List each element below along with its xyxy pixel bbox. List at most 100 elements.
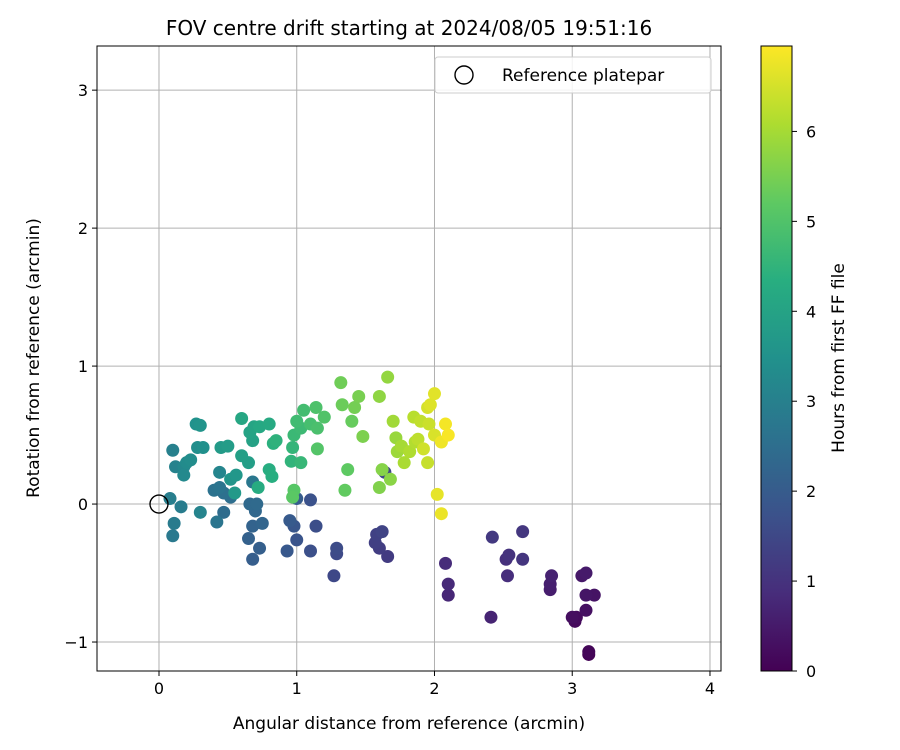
legend-marker-circle-icon bbox=[454, 65, 474, 85]
scatter-point bbox=[250, 497, 264, 511]
scatter-point bbox=[338, 483, 352, 497]
colorbar-tick-label: 6 bbox=[806, 122, 816, 141]
scatter-point bbox=[177, 468, 191, 482]
scatter-point bbox=[579, 566, 593, 580]
scatter-point bbox=[345, 414, 359, 428]
scatter-point bbox=[228, 486, 242, 500]
scatter-point bbox=[193, 505, 207, 519]
scatter-point bbox=[439, 417, 453, 431]
scatter-point bbox=[283, 514, 297, 528]
colorbar-tick-label: 3 bbox=[806, 392, 816, 411]
x-axis-label: Angular distance from reference (arcmin) bbox=[233, 714, 585, 734]
scatter-point bbox=[297, 403, 311, 417]
legend-box bbox=[434, 56, 712, 94]
scatter-point bbox=[330, 541, 344, 555]
scatter-point bbox=[416, 442, 430, 456]
scatter-point bbox=[500, 569, 514, 583]
scatter-point bbox=[327, 569, 341, 583]
scatter-point bbox=[484, 610, 498, 624]
x-tick-label: 3 bbox=[567, 679, 577, 698]
y-axis-label: Rotation from reference (arcmin) bbox=[24, 218, 44, 498]
scatter-point bbox=[265, 469, 279, 483]
scatter-point bbox=[286, 490, 300, 504]
colorbar-tick-label: 1 bbox=[806, 572, 816, 591]
scatter-point bbox=[372, 481, 386, 495]
scatter-point bbox=[290, 414, 304, 428]
legend-entry-reference-platepar: Reference platepar bbox=[502, 66, 664, 86]
scatter-point bbox=[166, 529, 180, 543]
scatter-point bbox=[386, 414, 400, 428]
scatter-point bbox=[235, 412, 249, 426]
scatter-points bbox=[163, 370, 601, 661]
colorbar-label: Hours from first FF file bbox=[829, 263, 849, 453]
colorbar-ticks: 0 1 2 3 4 5 6 bbox=[792, 122, 816, 681]
scatter-point bbox=[251, 481, 265, 495]
scatter-point bbox=[348, 400, 362, 414]
scatter-point bbox=[255, 516, 269, 530]
scatter-point bbox=[403, 445, 417, 459]
plot-frame bbox=[96, 45, 722, 672]
y-tick-label: 0 bbox=[78, 495, 88, 514]
scatter-point bbox=[422, 417, 436, 431]
scatter-point bbox=[284, 454, 298, 468]
colorbar-tick-label: 2 bbox=[806, 482, 816, 501]
scatter-point bbox=[565, 610, 579, 624]
scatter-point bbox=[441, 588, 455, 602]
scatter-point bbox=[269, 434, 283, 448]
scatter-point bbox=[286, 440, 300, 454]
scatter-point bbox=[217, 505, 231, 519]
scatter-point bbox=[335, 398, 349, 412]
scatter-point bbox=[184, 453, 198, 467]
scatter-point bbox=[309, 400, 323, 414]
chart-title: FOV centre drift starting at 2024/08/05 … bbox=[166, 16, 652, 40]
scatter-point bbox=[294, 456, 308, 470]
x-tick-label: 0 bbox=[154, 679, 164, 698]
legend: Reference platepar bbox=[434, 56, 712, 94]
scatter-point bbox=[421, 456, 435, 470]
scatter-point bbox=[229, 468, 243, 482]
scatter-point bbox=[439, 556, 453, 570]
scatter-point bbox=[430, 487, 444, 501]
scatter-point bbox=[381, 370, 395, 384]
scatter-point bbox=[221, 439, 235, 453]
scatter-point bbox=[163, 492, 177, 506]
colorbar-tick-label: 0 bbox=[806, 662, 816, 681]
colorbar-tick-label: 4 bbox=[806, 302, 816, 321]
scatter-point bbox=[423, 398, 437, 412]
scatter-point bbox=[174, 500, 188, 514]
colorbar bbox=[760, 45, 793, 672]
x-axis-ticks: 0 1 2 3 4 bbox=[154, 671, 715, 698]
scatter-point bbox=[310, 442, 324, 456]
scatter-point bbox=[356, 429, 370, 443]
scatter-point bbox=[383, 472, 397, 486]
x-tick-label: 1 bbox=[292, 679, 302, 698]
scatter-point bbox=[304, 493, 318, 507]
x-tick-label: 4 bbox=[705, 679, 715, 698]
scatter-point bbox=[579, 588, 593, 602]
scatter-point bbox=[375, 525, 389, 539]
scatter-point bbox=[167, 516, 181, 530]
reference-platepar-marker bbox=[149, 494, 169, 514]
scatter-point bbox=[375, 463, 389, 477]
y-tick-label: 3 bbox=[78, 81, 88, 100]
scatter-point bbox=[545, 569, 559, 583]
scatter-point bbox=[516, 552, 530, 566]
scatter-point bbox=[341, 463, 355, 477]
y-tick-label: 1 bbox=[78, 357, 88, 376]
scatter-point bbox=[290, 533, 304, 547]
reference-marker-layer bbox=[149, 494, 169, 514]
scatter-point bbox=[334, 376, 348, 390]
scatter-point bbox=[193, 418, 207, 432]
scatter-point bbox=[235, 449, 249, 463]
scatter-point bbox=[372, 389, 386, 403]
scatter-point bbox=[310, 421, 324, 435]
scatter-point bbox=[253, 541, 267, 555]
scatter-point bbox=[427, 387, 441, 401]
scatter-point bbox=[397, 456, 411, 470]
y-axis-ticks: −1 0 1 2 3 bbox=[64, 81, 97, 652]
scatter-point bbox=[381, 549, 395, 563]
scatter-point bbox=[579, 603, 593, 617]
scatter-point bbox=[213, 465, 227, 479]
scatter-point bbox=[582, 645, 596, 659]
